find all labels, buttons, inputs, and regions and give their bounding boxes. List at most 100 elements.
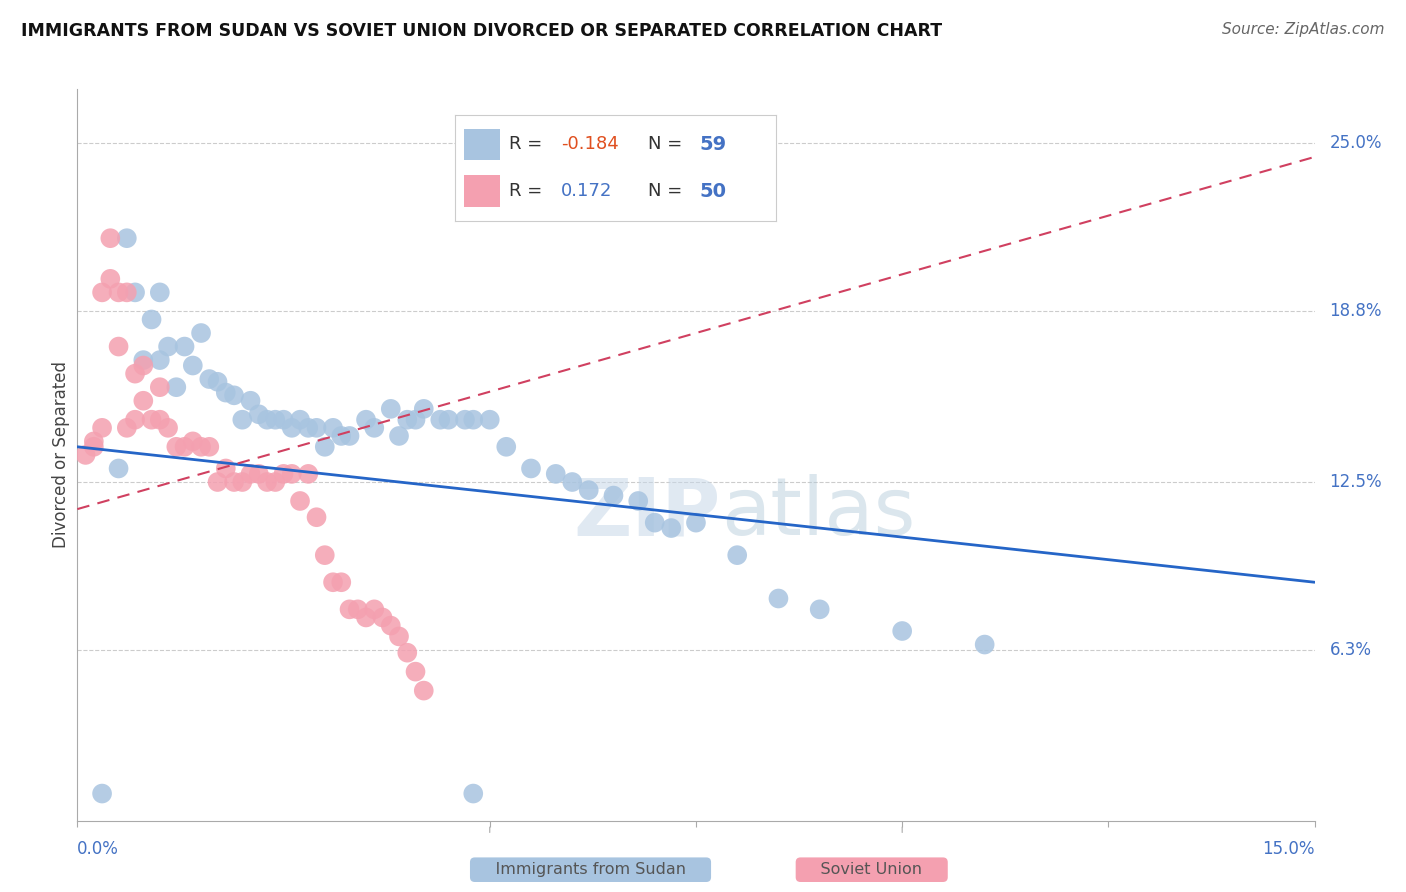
Point: [222, 388, 245, 402]
Point: [405, 413, 427, 427]
Point: [495, 440, 517, 454]
Point: [768, 591, 790, 606]
Point: [561, 475, 583, 489]
Point: [198, 440, 221, 454]
Point: [346, 602, 368, 616]
Point: [288, 494, 311, 508]
Point: [330, 429, 353, 443]
Point: [463, 413, 485, 427]
Text: atlas: atlas: [721, 475, 915, 552]
Bar: [464, 128, 499, 161]
Point: [181, 434, 204, 449]
Point: [478, 413, 501, 427]
Point: [725, 548, 748, 562]
Point: [98, 272, 121, 286]
Point: [141, 413, 163, 427]
Point: [107, 285, 129, 300]
Point: [215, 461, 238, 475]
Point: [207, 475, 229, 489]
Point: [173, 340, 195, 354]
Point: [314, 440, 336, 454]
Y-axis label: Divorced or Separated: Divorced or Separated: [52, 361, 70, 549]
Point: [305, 510, 328, 524]
Point: [132, 353, 155, 368]
Text: N =: N =: [648, 136, 688, 153]
Point: [198, 372, 221, 386]
Point: [239, 467, 262, 481]
Point: [644, 516, 666, 530]
Point: [973, 638, 995, 652]
Point: [190, 326, 212, 340]
Point: [437, 413, 460, 427]
Point: [891, 624, 914, 638]
Point: [412, 401, 434, 416]
Point: [380, 401, 402, 416]
Text: 25.0%: 25.0%: [1330, 135, 1382, 153]
Point: [165, 380, 187, 394]
Point: [412, 683, 434, 698]
Point: [330, 575, 353, 590]
Text: 15.0%: 15.0%: [1263, 840, 1315, 858]
Point: [149, 413, 172, 427]
Point: [388, 429, 411, 443]
Point: [157, 340, 180, 354]
Point: [124, 367, 146, 381]
Point: [98, 231, 121, 245]
Point: [429, 413, 451, 427]
Point: [396, 646, 419, 660]
Point: [685, 516, 707, 530]
Text: R =: R =: [509, 136, 548, 153]
Point: [264, 413, 287, 427]
Point: [75, 448, 97, 462]
Point: [405, 665, 427, 679]
Point: [132, 393, 155, 408]
Bar: [464, 175, 499, 207]
Point: [231, 413, 253, 427]
Point: [363, 421, 385, 435]
Point: [124, 285, 146, 300]
Point: [354, 610, 377, 624]
Point: [149, 353, 172, 368]
Text: 50: 50: [699, 182, 725, 201]
Point: [380, 618, 402, 632]
Text: 59: 59: [699, 135, 727, 154]
Point: [256, 475, 278, 489]
Point: [165, 440, 187, 454]
Point: [91, 421, 114, 435]
Point: [297, 421, 319, 435]
Point: [322, 575, 344, 590]
Point: [396, 413, 419, 427]
Point: [288, 413, 311, 427]
Point: [339, 429, 361, 443]
Point: [247, 467, 270, 481]
Point: [141, 312, 163, 326]
Point: [115, 421, 138, 435]
Point: [83, 434, 105, 449]
Text: IMMIGRANTS FROM SUDAN VS SOVIET UNION DIVORCED OR SEPARATED CORRELATION CHART: IMMIGRANTS FROM SUDAN VS SOVIET UNION DI…: [21, 22, 942, 40]
Point: [627, 494, 650, 508]
Text: ZIP: ZIP: [574, 475, 721, 552]
Point: [339, 602, 361, 616]
Point: [305, 421, 328, 435]
Point: [454, 413, 477, 427]
Point: [314, 548, 336, 562]
Point: [107, 340, 129, 354]
Point: [207, 375, 229, 389]
Point: [354, 413, 377, 427]
Text: 18.8%: 18.8%: [1330, 302, 1382, 320]
Text: -0.184: -0.184: [561, 136, 619, 153]
Point: [659, 521, 682, 535]
Point: [256, 413, 278, 427]
Point: [190, 440, 212, 454]
Point: [222, 475, 245, 489]
Point: [173, 440, 195, 454]
Point: [149, 285, 172, 300]
Point: [115, 231, 138, 245]
Point: [322, 421, 344, 435]
Text: Source: ZipAtlas.com: Source: ZipAtlas.com: [1222, 22, 1385, 37]
Point: [808, 602, 831, 616]
Point: [247, 407, 270, 421]
Point: [602, 489, 624, 503]
Point: [231, 475, 253, 489]
Text: 12.5%: 12.5%: [1330, 473, 1382, 491]
